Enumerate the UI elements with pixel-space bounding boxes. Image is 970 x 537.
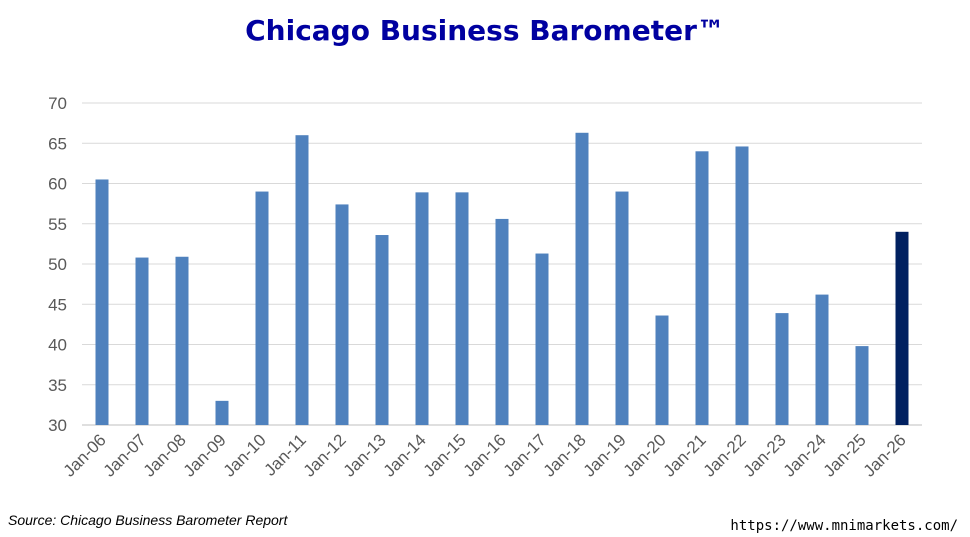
x-tick-label: Jan-12 xyxy=(300,430,350,480)
bar xyxy=(615,191,629,425)
x-tick-label: Jan-19 xyxy=(580,430,630,480)
y-tick-label: 30 xyxy=(48,416,67,435)
bar xyxy=(175,256,189,425)
x-tick-label: Jan-23 xyxy=(740,430,790,480)
bar xyxy=(855,346,869,425)
y-tick-label: 45 xyxy=(48,295,67,314)
bar xyxy=(255,191,269,425)
bars xyxy=(95,132,909,426)
bar xyxy=(575,132,589,425)
bar xyxy=(215,400,229,425)
x-axis: Jan-06Jan-07Jan-08Jan-09Jan-10Jan-11Jan-… xyxy=(60,430,910,480)
x-tick-label: Jan-22 xyxy=(700,430,750,480)
x-tick-label: Jan-07 xyxy=(100,430,150,480)
bar xyxy=(375,235,389,425)
bar xyxy=(95,179,109,425)
bar xyxy=(495,218,509,425)
x-tick-label: Jan-15 xyxy=(420,430,470,480)
y-tick-label: 50 xyxy=(48,255,67,274)
x-tick-label: Jan-14 xyxy=(380,430,430,480)
x-tick-label: Jan-10 xyxy=(220,430,270,480)
x-tick-label: Jan-16 xyxy=(460,430,510,480)
x-tick-label: Jan-24 xyxy=(780,430,830,480)
bar xyxy=(335,204,349,425)
x-tick-label: Jan-26 xyxy=(860,430,910,480)
source-url: https://www.mnimarkets.com/ xyxy=(730,518,958,534)
bar xyxy=(895,231,909,425)
x-tick-label: Jan-17 xyxy=(500,430,550,480)
x-tick-label: Jan-13 xyxy=(340,430,390,480)
bar xyxy=(775,313,789,425)
y-tick-label: 60 xyxy=(48,175,67,194)
bar xyxy=(415,192,429,425)
bar xyxy=(295,135,309,425)
x-tick-label: Jan-11 xyxy=(261,430,310,479)
bar xyxy=(695,151,709,426)
x-tick-label: Jan-20 xyxy=(620,430,670,480)
y-axis: 30 35 40 45 50 55 60 65 70 xyxy=(48,94,67,435)
bar xyxy=(455,192,469,425)
bar xyxy=(135,257,149,425)
source-note: Source: Chicago Business Barometer Repor… xyxy=(8,512,288,528)
y-tick-label: 40 xyxy=(48,336,67,355)
bar xyxy=(655,315,669,425)
bar xyxy=(815,294,829,425)
x-tick-label: Jan-25 xyxy=(820,430,870,480)
bar xyxy=(535,253,549,425)
chart-title: Chicago Business Barometer™ xyxy=(245,14,725,47)
x-tick-label: Jan-18 xyxy=(540,430,590,480)
y-tick-label: 55 xyxy=(48,215,67,234)
x-tick-label: Jan-06 xyxy=(60,430,110,480)
x-tick-label: Jan-21 xyxy=(660,430,710,480)
y-tick-label: 65 xyxy=(48,134,67,153)
x-tick-label: Jan-08 xyxy=(140,430,190,480)
x-tick-label: Jan-09 xyxy=(180,430,230,480)
y-tick-label: 70 xyxy=(48,94,67,113)
bar xyxy=(735,146,749,425)
y-tick-label: 35 xyxy=(48,376,67,395)
